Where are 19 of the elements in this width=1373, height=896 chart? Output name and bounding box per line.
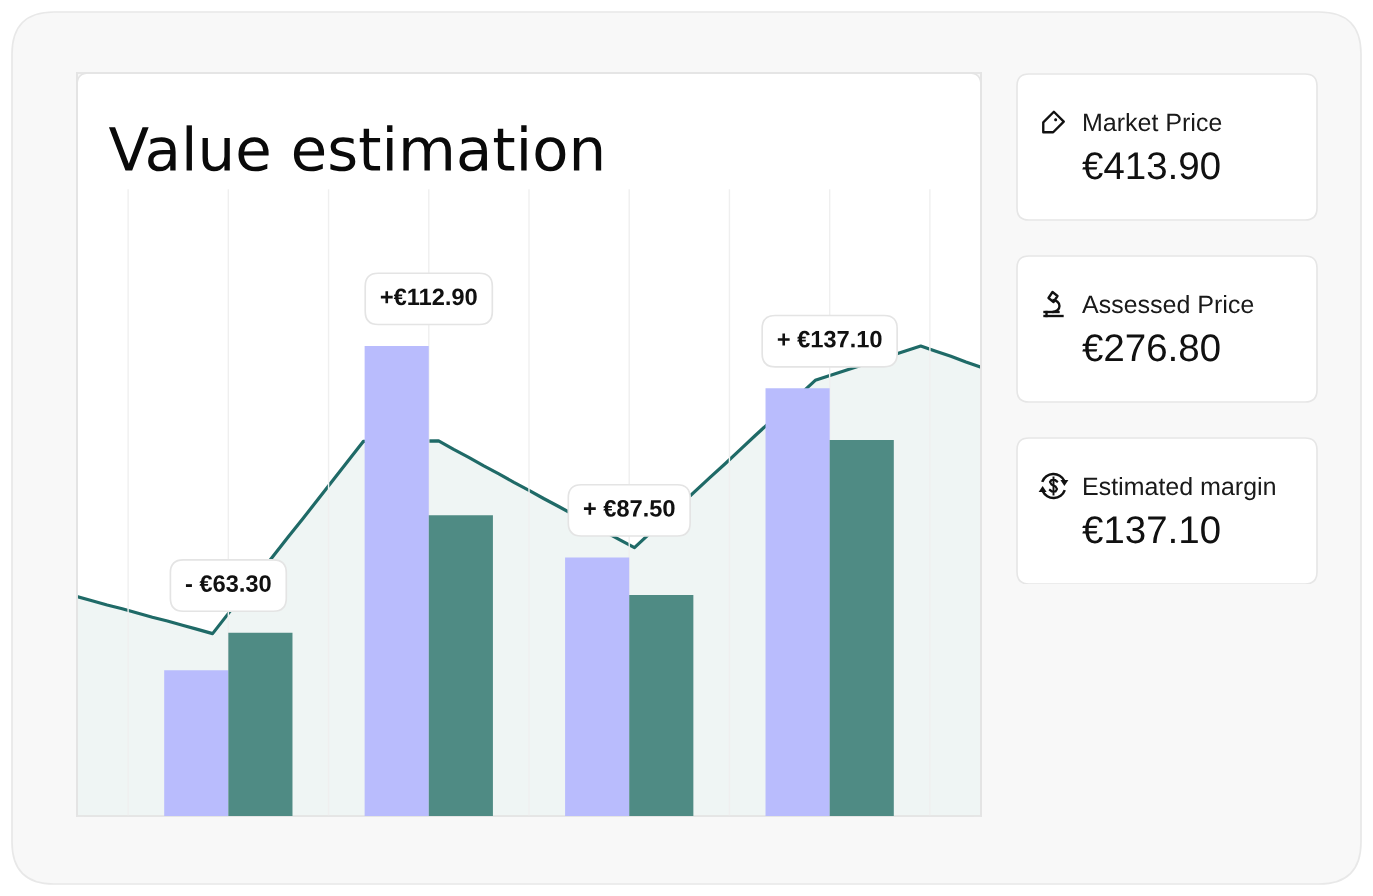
bar (829, 440, 894, 816)
text: Market Price (1084, 112, 1222, 132)
text: €413.90 (1082, 152, 1220, 180)
annotation: - €63.30 (185, 575, 271, 592)
text: Assessed Price (1082, 294, 1254, 314)
annotation: + €137.10 (777, 330, 882, 348)
bar (364, 346, 429, 816)
bar (629, 595, 694, 816)
text: €137.10 (1082, 516, 1220, 544)
bar (228, 632, 293, 816)
bar (765, 388, 830, 816)
chart-title: Value estimation (108, 125, 602, 172)
text: +€112.90 (380, 288, 477, 306)
text: €276.80 (1082, 334, 1220, 362)
bar (164, 670, 229, 816)
bar (428, 515, 493, 816)
bar (565, 557, 630, 816)
annotation: + €87.50 (583, 500, 675, 517)
text: Estimated margin (1084, 476, 1275, 501)
